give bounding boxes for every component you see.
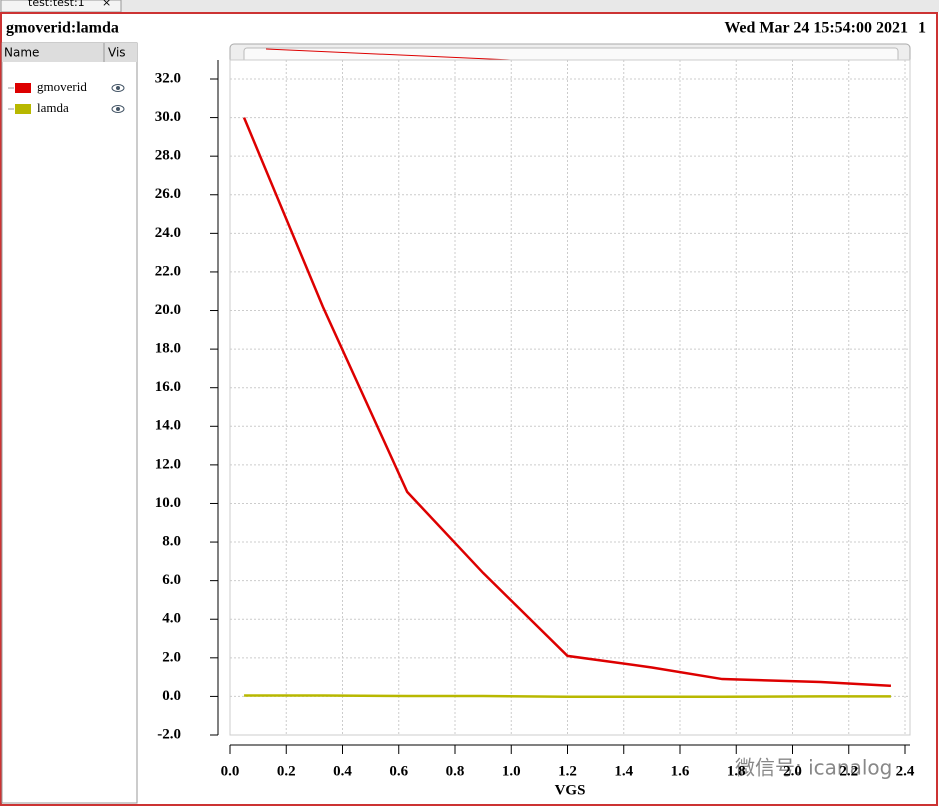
x-tick-label: 0.2 xyxy=(277,763,296,779)
tab-label: test:test:1 xyxy=(28,0,85,9)
panel-header xyxy=(2,43,137,62)
y-tick-label: 30.0 xyxy=(155,109,181,125)
visibility-pupil xyxy=(116,107,120,111)
y-tick-label: 4.0 xyxy=(162,611,181,627)
x-tick-label: 0.0 xyxy=(221,763,240,779)
window-title: gmoverid:lamda xyxy=(6,20,119,37)
x-tick-label: 0.4 xyxy=(333,763,352,779)
x-tick-label: 1.8 xyxy=(727,763,746,779)
x-tick-label: 1.6 xyxy=(671,763,690,779)
y-tick-label: -2.0 xyxy=(157,726,181,742)
legend-label: gmoverid xyxy=(37,79,87,94)
name-panel xyxy=(1,42,138,804)
y-tick-label: 0.0 xyxy=(162,688,181,704)
watermark: 微信号: icanalog xyxy=(735,756,892,780)
y-tick-label: 28.0 xyxy=(155,148,181,164)
tab-bar xyxy=(0,0,939,12)
header-name: Name xyxy=(4,46,39,60)
x-tick-label: 1.2 xyxy=(558,763,577,779)
x-tick-label: 2.4 xyxy=(896,763,915,779)
y-tick-label: 10.0 xyxy=(155,495,181,511)
page-number: 1 xyxy=(918,20,926,37)
timestamp: Wed Mar 24 15:54:00 2021 xyxy=(724,20,908,37)
y-tick-label: 22.0 xyxy=(155,263,181,279)
y-tick-label: 14.0 xyxy=(155,418,181,434)
plot: -2.0 0.0 2.0 4.0 6.0 8.0 10.0 12.0 14.0 16.0 18.0 2… xyxy=(155,60,915,779)
x-tick-label: 2.0 xyxy=(783,763,802,779)
y-tick-label: 12.0 xyxy=(155,456,181,472)
legend-swatch xyxy=(15,104,31,114)
series-line xyxy=(244,694,891,699)
x-tick-label: 2.2 xyxy=(839,763,858,779)
y-tick-label: 16.0 xyxy=(155,379,181,395)
y-tick-label: 24.0 xyxy=(155,225,181,241)
legend-swatch xyxy=(15,83,31,93)
plot-area xyxy=(229,59,911,736)
legend-label: lamda xyxy=(37,100,69,115)
visibility-pupil xyxy=(116,86,120,90)
y-tick-label: 2.0 xyxy=(162,649,181,665)
y-tick-label: 32.0 xyxy=(155,70,181,86)
header-vis: Vis xyxy=(108,46,126,60)
y-tick-label: 8.0 xyxy=(162,533,181,549)
x-tick-label: 1.0 xyxy=(502,763,521,779)
y-tick-label: 18.0 xyxy=(155,341,181,357)
y-tick-label: 6.0 xyxy=(162,572,181,588)
x-tick-label: 1.4 xyxy=(614,763,633,779)
series-line xyxy=(242,117,892,688)
x-tick-label: 0.6 xyxy=(389,763,408,779)
y-tick-label: 20.0 xyxy=(155,302,181,318)
tab-close[interactable]: × xyxy=(102,0,111,9)
x-axis-label: VGS xyxy=(555,782,586,798)
y-tick-label: 26.0 xyxy=(155,186,181,202)
x-tick-label: 0.8 xyxy=(446,763,465,779)
